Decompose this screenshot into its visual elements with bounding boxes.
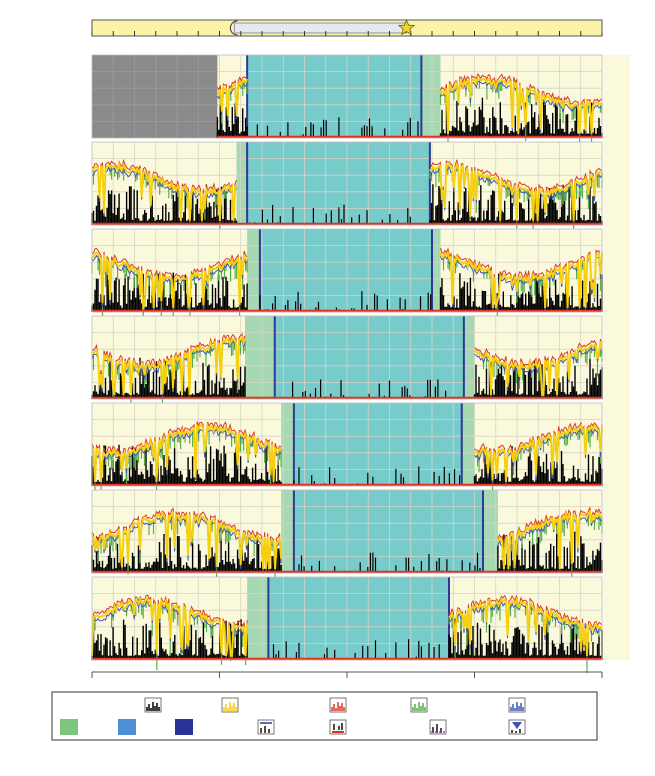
yellow-trace bbox=[91, 251, 248, 312]
rest-band bbox=[247, 55, 422, 138]
transition-band bbox=[421, 55, 441, 138]
legend-glyph bbox=[223, 702, 237, 711]
yellow-trace bbox=[439, 250, 603, 309]
legend-glyph bbox=[511, 729, 521, 733]
legend-glyph bbox=[333, 723, 343, 730]
legend-glyph bbox=[146, 702, 160, 711]
sun-icon bbox=[221, 697, 239, 713]
transition-band bbox=[247, 229, 260, 312]
red-trace bbox=[474, 339, 603, 393]
transition-band bbox=[245, 316, 275, 399]
yellow-trace bbox=[91, 160, 238, 221]
transition-band bbox=[281, 403, 294, 486]
legend-glyph bbox=[510, 702, 524, 711]
rest-band bbox=[274, 316, 464, 399]
transition-band bbox=[432, 229, 441, 312]
transition-band bbox=[281, 490, 294, 573]
baseline-icon bbox=[329, 719, 347, 735]
actogram-panels bbox=[91, 54, 630, 673]
activity-bars bbox=[439, 97, 603, 138]
actogram-panel bbox=[91, 315, 603, 412]
rest-band bbox=[259, 229, 432, 312]
rest-band bbox=[293, 403, 462, 486]
actogram-panel bbox=[91, 402, 603, 497]
transition-band bbox=[461, 403, 475, 486]
blue-trace bbox=[91, 254, 248, 313]
blue-series-icon bbox=[508, 697, 526, 713]
boundary-icon bbox=[257, 719, 275, 735]
activity-bars bbox=[216, 102, 248, 138]
yellow-trace bbox=[91, 335, 246, 396]
yellow-trace bbox=[91, 596, 249, 657]
transition-band bbox=[236, 142, 248, 225]
actogram-panel bbox=[91, 576, 603, 673]
legend bbox=[51, 691, 598, 741]
side-strip bbox=[603, 55, 630, 660]
legend-glyph bbox=[412, 702, 426, 711]
activity-dots-icon bbox=[429, 719, 447, 735]
crescent-moon-icon bbox=[229, 20, 238, 36]
red-trace bbox=[91, 421, 282, 479]
blue-trace bbox=[92, 165, 237, 226]
yellow-trace bbox=[91, 511, 283, 569]
lightblue-swatch bbox=[118, 719, 136, 735]
green-series-icon bbox=[410, 697, 428, 713]
panel-frame bbox=[91, 315, 603, 400]
red-trace bbox=[91, 507, 282, 567]
green-swatch bbox=[60, 719, 78, 735]
transition-band bbox=[247, 577, 269, 660]
x-axis bbox=[91, 671, 603, 678]
yellow-trace bbox=[474, 341, 603, 396]
legend-glyph bbox=[512, 722, 522, 729]
actogram-panel bbox=[91, 54, 603, 151]
transition-band bbox=[483, 490, 498, 573]
sun-icon bbox=[397, 18, 416, 36]
panel-frame bbox=[91, 141, 603, 226]
legend-glyph bbox=[260, 726, 270, 733]
rest-band bbox=[293, 490, 483, 573]
triangle-marker-icon bbox=[508, 719, 526, 735]
blue-trace bbox=[448, 600, 603, 659]
yellow-trace bbox=[216, 78, 248, 117]
actogram-panel bbox=[91, 228, 603, 323]
red-series-icon bbox=[329, 697, 347, 713]
yellow-trace bbox=[448, 596, 603, 656]
actogram-panel bbox=[91, 489, 603, 580]
panel-frame bbox=[91, 489, 603, 574]
panel-frame bbox=[91, 54, 603, 139]
legend-icon-frame bbox=[429, 719, 447, 735]
red-trace bbox=[91, 333, 246, 393]
panel-frame bbox=[91, 402, 603, 487]
legend-box bbox=[51, 691, 598, 741]
yellow-trace bbox=[439, 75, 603, 134]
yellow-trace bbox=[91, 422, 282, 482]
night-segment bbox=[233, 22, 407, 34]
darkblue-swatch bbox=[175, 719, 193, 735]
rest-activity-spikes bbox=[292, 379, 457, 399]
yellow-trace bbox=[473, 423, 603, 482]
actogram-panel bbox=[91, 141, 603, 236]
panel-frame bbox=[91, 228, 603, 313]
daylight-bar bbox=[91, 18, 603, 37]
panel-frame bbox=[91, 576, 603, 661]
yellow-trace bbox=[429, 161, 603, 221]
activity-icon bbox=[144, 697, 162, 713]
red-trace bbox=[91, 247, 248, 306]
legend-glyph bbox=[331, 702, 345, 711]
yellow-trace bbox=[496, 509, 603, 569]
transition-band bbox=[463, 316, 475, 399]
